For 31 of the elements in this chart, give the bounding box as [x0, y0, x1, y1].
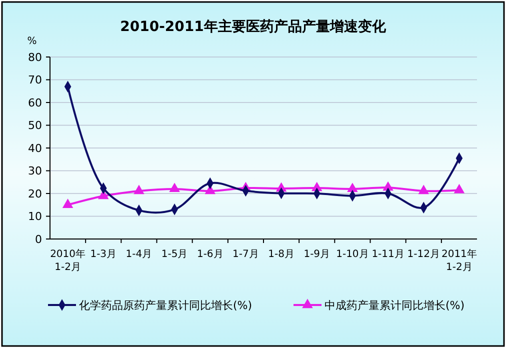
point [169, 182, 180, 192]
x-tick-label: 1-5月 [161, 249, 188, 260]
legend-label: 化学药品原药产量累计同比增长(%) [79, 298, 252, 312]
x-tick-label: 1-6月 [196, 249, 224, 260]
point [418, 184, 429, 194]
x-tick-label: 1-11月 [372, 249, 404, 260]
x-tick-label: 1-9月 [304, 249, 330, 260]
y-tick-label: 50 [28, 119, 42, 132]
y-tick-label: 70 [28, 74, 42, 87]
y-axis-title: % [27, 36, 37, 47]
legend-label: 中成药产量累计同比增长(%) [324, 298, 465, 312]
y-tick-label: 30 [28, 164, 42, 178]
x-tick-label: 1-10月 [336, 249, 369, 260]
x-tick-label: 2011年 1-2月 [441, 248, 477, 273]
chart-title: 2010-2011年主要医药产品产量增速变化 [120, 18, 387, 35]
point [62, 198, 74, 208]
y-tick-label: 60 [28, 96, 42, 110]
x-tick-label: 1-12月 [407, 249, 440, 260]
x-tick-label: 1-4月 [126, 249, 152, 260]
x-tick-label: 1-3月 [90, 249, 117, 260]
point [134, 184, 144, 194]
x-tick-label: 1-7月 [232, 249, 259, 260]
y-tick-label: 40 [28, 142, 42, 155]
x-tick-label: 1-8月 [268, 249, 294, 260]
x-tick-label: 2010年 1-2月 [50, 248, 86, 273]
y-tick-label: 80 [28, 50, 42, 64]
y-tick-label: 10 [28, 210, 42, 224]
point [454, 184, 465, 194]
y-tick-label: 0 [35, 232, 42, 246]
point [347, 182, 358, 192]
y-tick-label: 20 [28, 187, 42, 200]
